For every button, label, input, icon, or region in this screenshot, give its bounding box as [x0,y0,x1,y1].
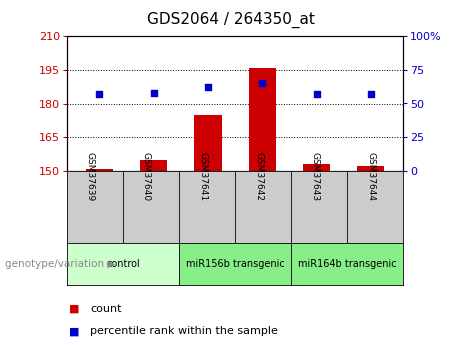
Text: GDS2064 / 264350_at: GDS2064 / 264350_at [147,12,314,28]
Bar [195,115,222,171]
Text: GSM37644: GSM37644 [366,152,375,201]
Text: genotype/variation ▶: genotype/variation ▶ [5,259,115,269]
Text: ■: ■ [69,304,79,314]
Text: percentile rank within the sample: percentile rank within the sample [90,326,278,336]
Point [150,90,157,96]
Bar [303,164,330,171]
Text: GSM37641: GSM37641 [198,152,207,201]
Text: GSM37639: GSM37639 [86,152,95,201]
Text: ■: ■ [69,326,79,336]
Text: count: count [90,304,121,314]
Point [259,80,266,86]
Point [367,91,374,97]
Point [204,85,212,90]
Text: control: control [106,259,140,269]
Text: GSM37643: GSM37643 [310,152,319,201]
Text: GSM37642: GSM37642 [254,152,263,201]
Bar [86,169,113,171]
Text: miR156b transgenic: miR156b transgenic [186,259,284,269]
Point [313,91,320,97]
Text: miR164b transgenic: miR164b transgenic [298,259,396,269]
Text: GSM37640: GSM37640 [142,152,151,201]
Bar [140,159,167,171]
Point [96,91,103,97]
Bar [357,166,384,171]
Bar [248,68,276,171]
